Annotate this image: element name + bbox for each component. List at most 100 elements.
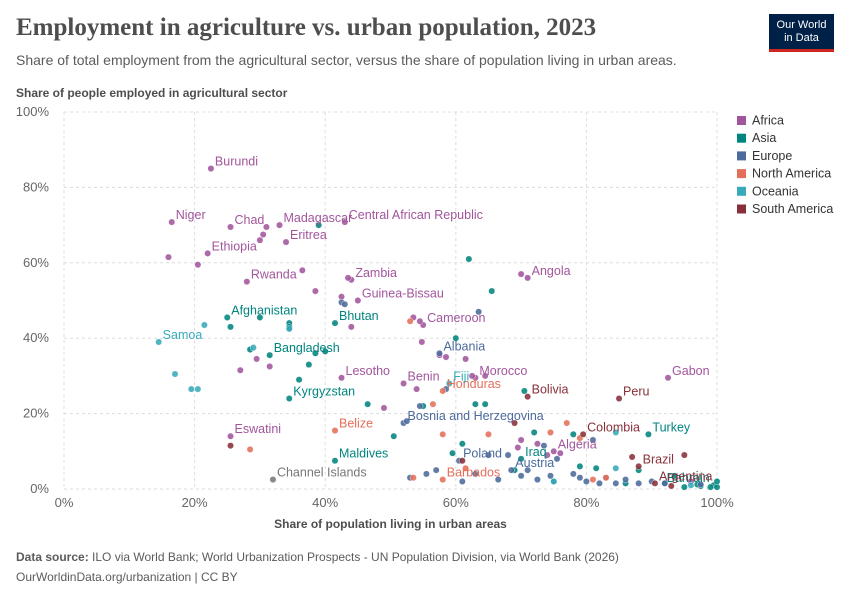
point-label: Channel Islands xyxy=(277,466,367,480)
point-label: Algeria xyxy=(558,437,597,451)
point-label: Niger xyxy=(176,208,206,222)
data-point xyxy=(481,400,489,408)
data-point xyxy=(204,249,212,257)
data-point xyxy=(635,479,643,487)
point-label: Maldives xyxy=(339,447,388,461)
data-point xyxy=(312,349,319,357)
data-point xyxy=(622,476,629,483)
data-point xyxy=(687,481,695,489)
chart-subtitle: Share of total employment from the agric… xyxy=(16,52,677,68)
data-point xyxy=(439,387,447,395)
data-point xyxy=(227,442,234,450)
data-point xyxy=(403,417,411,425)
data-point xyxy=(475,308,483,316)
point-label: Peru xyxy=(623,385,649,399)
point-label: Cameroon xyxy=(427,311,485,325)
data-point xyxy=(305,361,313,368)
data-point xyxy=(285,325,293,333)
data-point xyxy=(517,436,525,444)
point-label: Guinea-Bissau xyxy=(362,287,444,301)
data-point xyxy=(200,321,208,329)
data-point xyxy=(354,297,362,304)
x-tick-label: 80% xyxy=(573,495,599,510)
legend-label: South America xyxy=(752,202,833,216)
data-point xyxy=(534,476,541,483)
point-label: Iraq xyxy=(525,445,547,459)
point-label: Angola xyxy=(532,264,571,278)
data-point xyxy=(524,274,532,282)
data-point xyxy=(331,319,339,327)
data-point xyxy=(236,366,244,374)
data-point xyxy=(651,479,659,487)
data-point xyxy=(517,472,525,480)
data-point xyxy=(207,165,215,172)
legend-swatch xyxy=(737,169,746,179)
data-point xyxy=(645,430,652,438)
data-point xyxy=(416,402,424,410)
data-point xyxy=(442,353,450,361)
data-point xyxy=(227,223,234,231)
point-label: Brazil xyxy=(643,452,674,466)
data-point xyxy=(458,478,466,485)
footer-url[interactable]: OurWorldinData.org/urbanization | CC BY xyxy=(16,570,238,584)
data-point xyxy=(713,483,721,491)
data-point xyxy=(413,385,421,393)
data-point xyxy=(452,334,460,342)
data-point xyxy=(194,261,202,269)
data-point xyxy=(295,376,303,384)
data-point xyxy=(680,451,688,459)
point-label: Poland xyxy=(463,447,502,461)
data-point xyxy=(458,457,466,465)
data-point xyxy=(165,253,172,261)
point-label: Belize xyxy=(339,417,373,431)
data-point xyxy=(276,221,283,229)
data-point xyxy=(589,476,597,483)
data-point xyxy=(534,440,541,448)
data-point xyxy=(439,476,447,483)
data-point xyxy=(312,287,319,295)
data-point xyxy=(462,464,469,472)
data-point xyxy=(697,481,705,488)
point-label: Bosnia and Herzegovina xyxy=(408,409,544,423)
data-point xyxy=(612,464,620,472)
data-point xyxy=(471,400,479,408)
y-tick-label: 40% xyxy=(23,330,49,345)
owid-logo[interactable]: Our World in Data xyxy=(769,14,834,52)
data-point xyxy=(266,363,274,370)
data-point xyxy=(550,447,558,455)
data-point xyxy=(556,449,564,457)
scatter-chart[interactable]: 0% 20% 40% 60% 80% 100% 0% 20% 40% 60% 80% 100% Shar… xyxy=(0,0,850,545)
y-tick-label: 20% xyxy=(23,406,49,421)
data-point xyxy=(253,355,261,363)
data-point xyxy=(266,351,274,359)
point-label: Bahrain xyxy=(667,471,710,485)
point-label: Afghanistan xyxy=(231,303,297,317)
point-label: Eritrea xyxy=(290,228,327,242)
point-label: Austria xyxy=(515,456,554,470)
data-point xyxy=(423,470,430,478)
y-tick-label: 60% xyxy=(23,255,49,270)
y-axis-title: Share of people employed in agricultural… xyxy=(16,86,288,100)
logo-line-1: Our World xyxy=(776,19,827,31)
data-point xyxy=(285,395,293,402)
point-label: Madagascar xyxy=(283,211,352,225)
data-point xyxy=(511,419,518,427)
x-axis-title: Share of population living in urban area… xyxy=(274,517,507,531)
legend-label: North America xyxy=(752,167,831,181)
data-point xyxy=(331,427,339,434)
data-point xyxy=(380,404,388,412)
data-point xyxy=(269,476,277,483)
data-point xyxy=(664,374,672,382)
data-point xyxy=(504,451,512,459)
data-point xyxy=(543,451,551,459)
data-point xyxy=(429,400,437,408)
data-point xyxy=(171,370,179,378)
data-point xyxy=(547,429,554,436)
data-point xyxy=(569,470,577,478)
data-point xyxy=(615,395,623,402)
data-point xyxy=(390,432,398,440)
data-point xyxy=(612,479,620,487)
data-point xyxy=(249,344,257,352)
point-label: Turkey xyxy=(652,420,690,434)
point-label: Fiji xyxy=(453,369,469,383)
